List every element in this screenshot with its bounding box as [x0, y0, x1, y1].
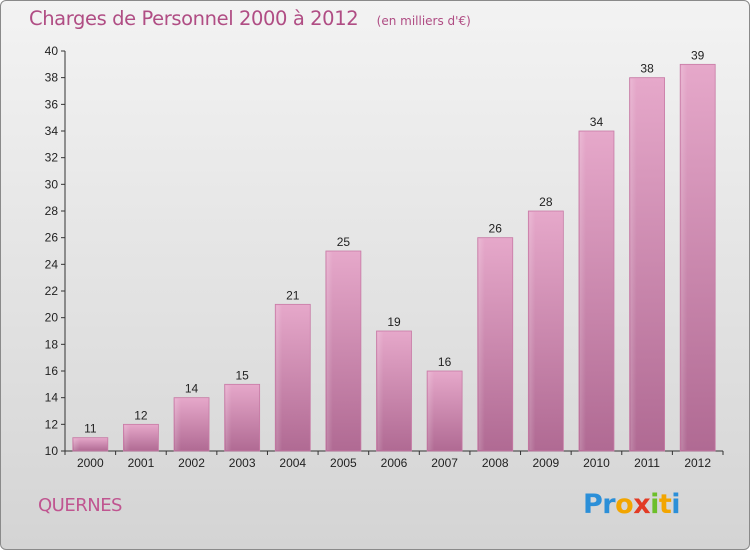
x-tick-label-2003: 2003	[229, 456, 256, 470]
x-tick-label-2005: 2005	[330, 456, 357, 470]
value-label-2012: 39	[691, 48, 705, 62]
x-tick-label-2004: 2004	[279, 456, 306, 470]
value-label-2007: 16	[438, 355, 452, 369]
y-tick-label: 28	[45, 204, 59, 218]
x-tick-label-2002: 2002	[178, 456, 205, 470]
bar-highlight	[630, 78, 637, 451]
x-tick-label-2007: 2007	[431, 456, 458, 470]
y-tick-label: 14	[45, 391, 59, 405]
value-label-2010: 34	[590, 115, 604, 129]
logo-letter: i	[650, 489, 659, 520]
y-tick-label: 26	[45, 231, 59, 245]
bar-highlight	[579, 132, 586, 450]
value-label-2003: 15	[235, 368, 249, 382]
y-tick-label: 10	[45, 444, 59, 458]
bars: 11 12 14 15 21 25 19 16 26 28 34 38 39	[72, 48, 716, 452]
bar-highlight	[428, 372, 435, 450]
value-label-2011: 38	[640, 62, 654, 76]
y-tick-label: 16	[45, 364, 59, 378]
commune-name: QUERNES	[38, 495, 123, 516]
logo-letter: P	[583, 489, 603, 520]
logo-letter: t	[658, 489, 672, 520]
value-label-2001: 12	[134, 408, 148, 422]
logo-letter: o	[615, 489, 634, 520]
bar-highlight	[225, 385, 232, 450]
logo-letter: i	[671, 489, 681, 520]
bar-highlight	[175, 398, 182, 450]
value-label-2006: 19	[387, 315, 401, 329]
y-tick-label: 36	[45, 97, 59, 111]
bar-highlight	[377, 332, 384, 450]
x-tick-label-2006: 2006	[381, 456, 408, 470]
y-tick-label: 30	[45, 177, 59, 191]
bar-2000	[72, 437, 109, 452]
bar-highlight	[478, 238, 485, 450]
value-label-2005: 25	[337, 235, 351, 249]
bar-highlight	[73, 438, 80, 450]
value-label-2002: 14	[185, 382, 199, 396]
logo-letter: x	[633, 489, 651, 520]
chart-subtitle: (en milliers d'€)	[376, 14, 471, 28]
x-tick-label-2010: 2010	[583, 456, 610, 470]
y-tick-label: 22	[45, 284, 59, 298]
logo-letter: r	[602, 489, 616, 520]
value-label-2004: 21	[286, 288, 300, 302]
bar-highlight	[529, 212, 536, 450]
y-tick-label: 18	[45, 337, 59, 351]
x-tick-label-2000: 2000	[77, 456, 104, 470]
bar-highlight	[276, 305, 283, 450]
x-tick-label-2011: 2011	[634, 456, 660, 470]
value-label-2000: 11	[84, 422, 97, 436]
x-tick-label-2012: 2012	[684, 456, 711, 470]
y-tick-label: 32	[45, 151, 59, 165]
y-tick-label: 20	[45, 311, 59, 325]
y-tick-label: 34	[45, 124, 59, 138]
chart-header: Charges de Personnel 2000 à 2012 (en mil…	[29, 7, 471, 30]
y-tick-label: 40	[45, 44, 59, 58]
proxiti-logo: Proxiti	[583, 489, 681, 520]
value-label-2008: 26	[489, 222, 503, 236]
bar-highlight	[681, 65, 688, 450]
x-tick-label-2009: 2009	[532, 456, 559, 470]
x-tick-label-2008: 2008	[482, 456, 509, 470]
y-tick-label: 24	[45, 257, 59, 271]
bar-highlight	[326, 252, 333, 450]
y-tick-label: 12	[45, 417, 59, 431]
chart-title: Charges de Personnel 2000 à 2012	[29, 7, 359, 30]
bar-highlight	[124, 425, 131, 450]
x-tick-label-2001: 2001	[128, 456, 155, 470]
value-label-2009: 28	[539, 195, 553, 209]
y-tick-label: 38	[45, 71, 59, 85]
